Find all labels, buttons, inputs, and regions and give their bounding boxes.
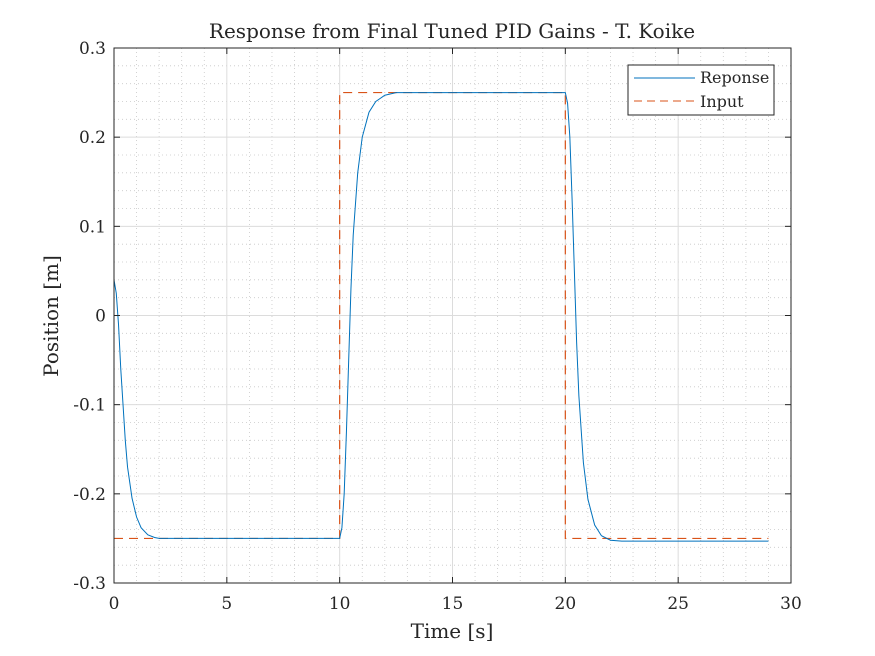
x-tick-label: 30	[780, 594, 802, 614]
legend-label-reponse: Reponse	[700, 68, 769, 87]
legend: Reponse Input	[627, 64, 775, 116]
y-tick-label: -0.1	[73, 396, 106, 416]
x-axis-label: Time [s]	[411, 619, 494, 643]
x-tick-label: 20	[555, 594, 577, 614]
y-tick-label: -0.2	[73, 485, 106, 505]
chart-title: Response from Final Tuned PID Gains - T.…	[209, 19, 695, 43]
axis-ticks	[113, 47, 792, 584]
x-tick-label: 10	[329, 594, 351, 614]
x-tick-label: 25	[667, 594, 689, 614]
y-tick-label: 0	[95, 307, 106, 327]
x-tick-label: 15	[442, 594, 464, 614]
y-tick-labels: -0.3 -0.2 -0.1 0 0.1 0.2 0.3	[73, 39, 106, 594]
x-tick-label: 0	[109, 594, 120, 614]
y-tick-label: 0.3	[79, 39, 106, 59]
series-layer	[113, 91, 769, 542]
series-line-reponse	[113, 92, 769, 542]
x-tick-label: 5	[221, 594, 232, 614]
y-axis-label: Position [m]	[39, 255, 63, 377]
y-tick-label: 0.1	[79, 217, 106, 237]
y-tick-label: 0.2	[79, 128, 106, 148]
y-tick-label: -0.3	[73, 574, 106, 594]
x-tick-labels: 0 5 10 15 20 25 30	[109, 594, 802, 614]
legend-box	[627, 64, 775, 116]
legend-label-input: Input	[700, 92, 744, 111]
